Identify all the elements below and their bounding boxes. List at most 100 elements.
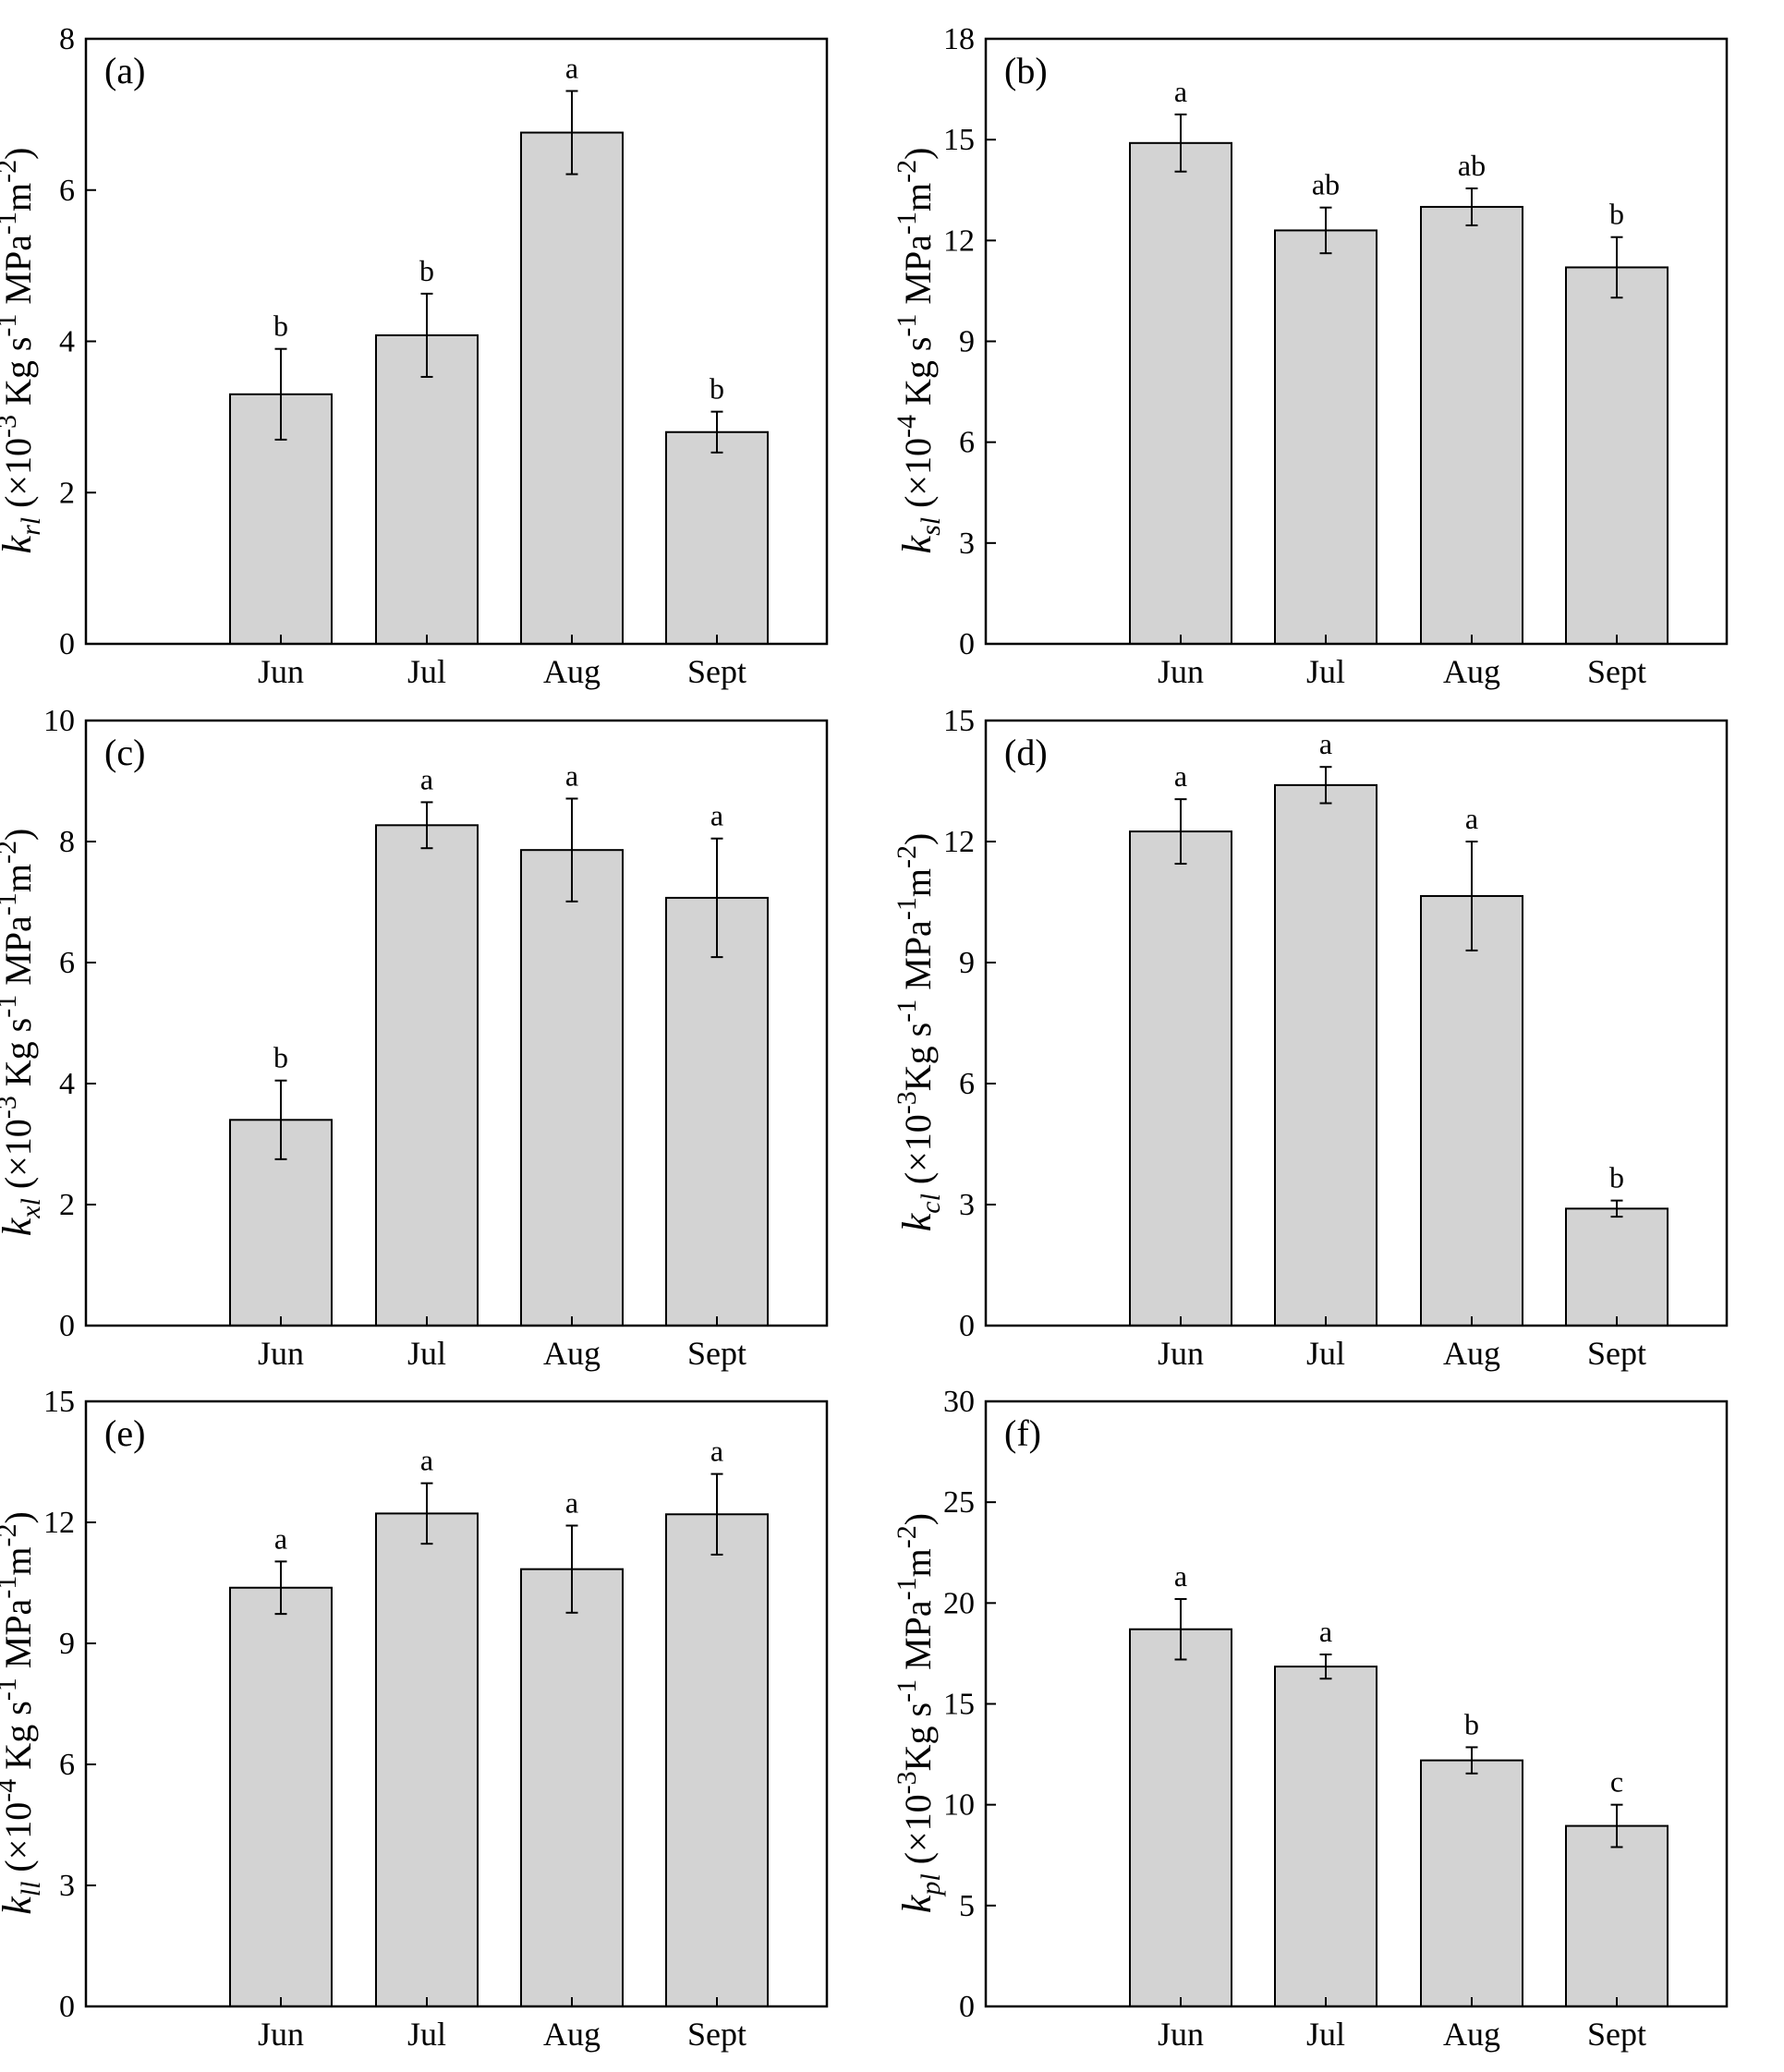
y-axis-label-unit2: MPa xyxy=(897,235,939,314)
y-axis-label-symbol: k xyxy=(894,1212,940,1231)
y-axis-label-close: ) xyxy=(897,833,939,845)
y-tick-label: 10 xyxy=(43,704,75,738)
y-axis-label-exponent: -4 xyxy=(892,415,922,438)
x-tick-label: Jun xyxy=(258,653,304,690)
y-axis-label-subscript: pl xyxy=(916,1873,946,1896)
error-bar-jun xyxy=(274,347,287,441)
y-tick-label: 15 xyxy=(943,1688,975,1722)
panel-f: a a b c 0 5 10 15 20 25 30 Jun Jul Aug Sept (f) kpl (×10… xyxy=(892,1385,1729,2053)
significance-letter: b xyxy=(273,309,288,343)
error-bar-jul xyxy=(1319,766,1332,805)
bar-jul xyxy=(375,333,479,645)
y-tick-label: 8 xyxy=(59,825,75,859)
x-tick-label: Jul xyxy=(407,2016,446,2053)
error-bar-jun xyxy=(274,1560,287,1616)
bar-jul xyxy=(375,824,479,1327)
y-axis-label-exp3: -2 xyxy=(892,160,922,183)
error-bar-jul xyxy=(420,801,433,850)
y-axis-label-unit3: m xyxy=(0,864,39,892)
error-bar-aug xyxy=(1465,187,1478,226)
y-tick-label: 15 xyxy=(943,123,975,157)
x-tick-label: Jul xyxy=(407,1335,446,1372)
y-axis-label-unit1: Kg s xyxy=(0,337,39,415)
y-tick-label: 10 xyxy=(943,1788,975,1823)
y-axis-label-unit1: Kg s xyxy=(897,337,939,415)
y-axis-label-close: ) xyxy=(897,1513,939,1525)
y-axis-label-prefix: (×10 xyxy=(897,1794,939,1873)
panel-a: b b a b 0 2 4 6 8 Jun Jul Aug Sept (a) krl (×10-3 Kg s… xyxy=(0,22,829,690)
x-tick-label: Jul xyxy=(1306,2016,1345,2053)
y-tick-label: 3 xyxy=(59,1869,75,1903)
panel-e: a a a a 0 3 6 9 12 15 Jun Jul Aug Sept (e) kll (×10-4 K… xyxy=(0,1385,829,2053)
significance-letter: b xyxy=(1609,198,1624,231)
error-bar-aug xyxy=(1465,1746,1478,1775)
y-axis-label-exp2: -1 xyxy=(892,897,922,920)
y-axis-label-exponent: -3 xyxy=(0,1096,22,1119)
y-tick-label: 18 xyxy=(943,22,975,56)
y-tick-label: 6 xyxy=(59,946,75,980)
significance-letter: a xyxy=(1174,75,1187,108)
significance-letter: a xyxy=(1465,802,1478,835)
y-axis-label-unit1: Kg s xyxy=(897,1702,939,1771)
y-axis-label-unit2: MPa xyxy=(897,920,939,1000)
bar-sept xyxy=(665,1513,769,2008)
y-tick-label: 0 xyxy=(959,1309,975,1343)
x-tick-label: Jun xyxy=(1158,653,1204,690)
y-axis-label-symbol: k xyxy=(0,534,40,553)
error-bar-jul xyxy=(420,1482,433,1545)
y-axis-label-close: ) xyxy=(0,1511,39,1523)
y-axis-label-subscript: ll xyxy=(16,1882,46,1897)
y-axis-label-unit2: MPa xyxy=(897,1600,939,1679)
y-axis-label: kxl (×10-3 Kg s-1 MPa-1m-2) xyxy=(0,829,46,1237)
y-tick-label: 4 xyxy=(59,325,75,359)
y-tick-label: 0 xyxy=(59,627,75,661)
y-tick-label: 6 xyxy=(959,426,975,460)
y-axis-label-subscript: rl xyxy=(16,517,46,536)
y-tick-label: 8 xyxy=(59,22,75,56)
x-tick-label: Aug xyxy=(543,2016,601,2053)
bar-jul xyxy=(1274,1666,1377,2007)
significance-letter: b xyxy=(273,1041,288,1074)
y-axis-label-prefix: (×10 xyxy=(0,1802,39,1882)
y-axis-label-exp2: -1 xyxy=(0,1576,22,1599)
y-tick-label: 12 xyxy=(43,1506,75,1540)
bar-sept xyxy=(1565,1824,1669,2008)
x-tick-label: Sept xyxy=(1587,1335,1646,1372)
bar-jun xyxy=(229,1586,333,2007)
error-bar-aug xyxy=(565,1524,578,1614)
y-tick-label: 0 xyxy=(59,1309,75,1343)
significance-letter: b xyxy=(1464,1707,1479,1740)
error-bar-jun xyxy=(1174,113,1187,173)
y-tick-label: 30 xyxy=(943,1385,975,1419)
significance-letter: a xyxy=(1174,759,1187,793)
y-axis-label-exp1: -1 xyxy=(892,1000,922,1023)
y-axis-label-exp2: -1 xyxy=(0,892,22,915)
significance-letter: a xyxy=(1319,727,1332,760)
error-bar-jul xyxy=(420,292,433,378)
bar-jul xyxy=(1274,783,1377,1327)
x-tick-label: Jun xyxy=(258,1335,304,1372)
significance-letter: b xyxy=(710,372,724,406)
x-tick-label: Jul xyxy=(1306,653,1345,690)
plot-frame xyxy=(84,719,829,1327)
plot-frame xyxy=(984,719,1729,1327)
bar-aug xyxy=(1420,205,1523,645)
y-axis-label-unit2: MPa xyxy=(0,235,39,314)
y-axis-label-unit1: Kg s xyxy=(897,1023,939,1091)
error-bar-jun xyxy=(274,1079,287,1160)
x-tick-label: Jul xyxy=(1306,1335,1345,1372)
y-tick-label: 9 xyxy=(959,946,975,980)
significance-letter: a xyxy=(420,1444,433,1477)
y-tick-label: 3 xyxy=(959,527,975,561)
y-axis-label-exp2: -1 xyxy=(892,212,922,235)
y-axis-label-exp1: -1 xyxy=(0,1678,22,1701)
bar-sept xyxy=(1565,1207,1669,1327)
x-tick-label: Jun xyxy=(1158,1335,1204,1372)
panel-label: (b) xyxy=(1004,50,1048,91)
y-axis-label-prefix: (×10 xyxy=(897,1114,939,1194)
y-axis-label-exp1: -1 xyxy=(0,995,22,1018)
y-axis-label-prefix: (×10 xyxy=(0,1119,39,1198)
y-tick-label: 0 xyxy=(959,1990,975,2024)
y-axis-label-unit3: m xyxy=(897,868,939,897)
panel-label: (f) xyxy=(1004,1412,1041,1454)
